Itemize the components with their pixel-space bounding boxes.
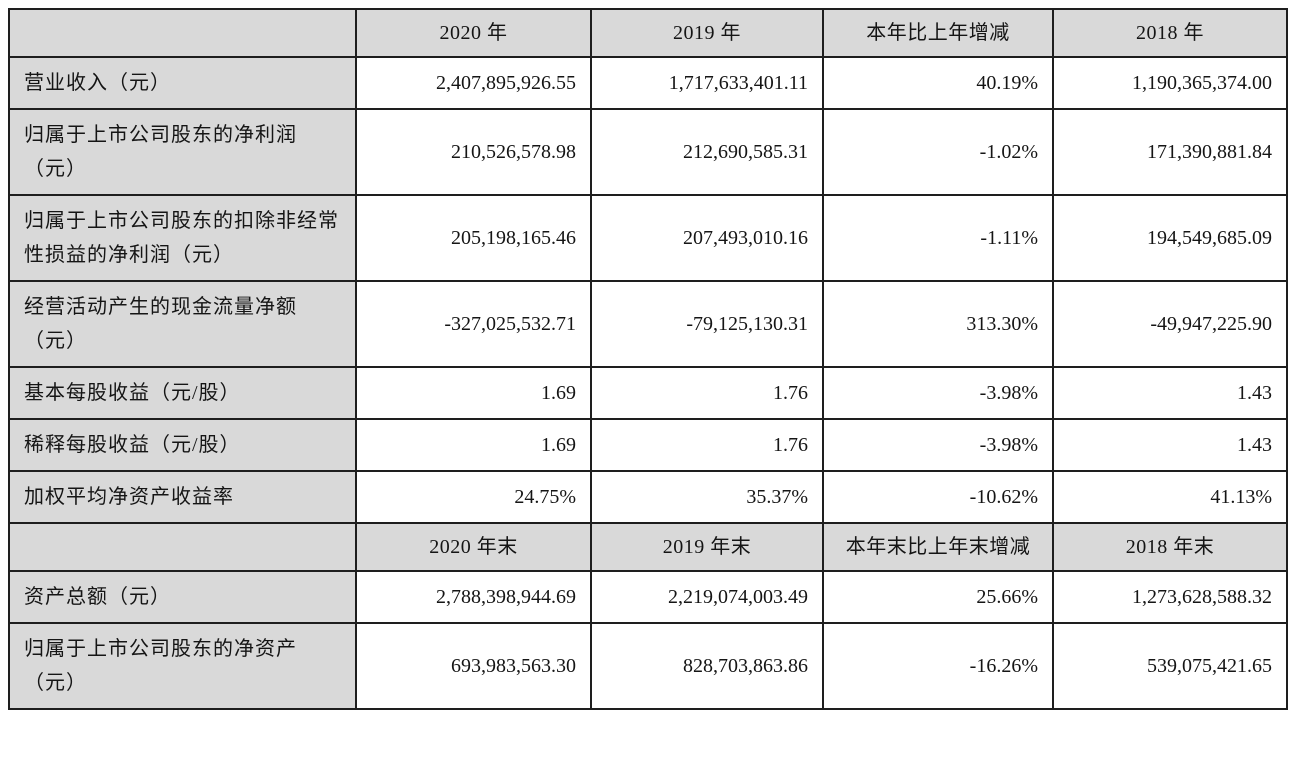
- table-cell: 41.13%: [1052, 470, 1288, 524]
- header-yoy-change: 本年比上年增减: [822, 8, 1054, 58]
- row-label-net-profit: 归属于上市公司股东的净利润（元）: [8, 108, 357, 196]
- header-year-end-2019: 2019 年末: [590, 522, 824, 572]
- table-cell: 828,703,863.86: [590, 622, 824, 710]
- table-cell: 1,273,628,588.32: [1052, 570, 1288, 624]
- header-year-2019: 2019 年: [590, 8, 824, 58]
- table-cell: 313.30%: [822, 280, 1054, 368]
- table-row-diluted-eps: 稀释每股收益（元/股） 1.69 1.76 -3.98% 1.43: [8, 418, 1288, 472]
- header-year-2020: 2020 年: [355, 8, 592, 58]
- header-year-end-2020: 2020 年末: [355, 522, 592, 572]
- row-label-basic-eps: 基本每股收益（元/股）: [8, 366, 357, 420]
- table-cell: 1.43: [1052, 418, 1288, 472]
- table-row-net-profit-excl-nonrecurring: 归属于上市公司股东的扣除非经常性损益的净利润（元） 205,198,165.46…: [8, 194, 1288, 282]
- row-label-diluted-eps: 稀释每股收益（元/股）: [8, 418, 357, 472]
- table-row-operating-cash-flow: 经营活动产生的现金流量净额（元） -327,025,532.71 -79,125…: [8, 280, 1288, 368]
- table-header-row-annual: 2020 年 2019 年 本年比上年增减 2018 年: [8, 8, 1288, 58]
- header-empty: [8, 8, 357, 58]
- row-label-revenue: 营业收入（元）: [8, 56, 357, 110]
- table-cell: 212,690,585.31: [590, 108, 824, 196]
- header-year-end-change: 本年末比上年末增减: [822, 522, 1054, 572]
- header-empty: [8, 522, 357, 572]
- row-label-net-profit-excl-nonrecurring: 归属于上市公司股东的扣除非经常性损益的净利润（元）: [8, 194, 357, 282]
- table-cell: -3.98%: [822, 366, 1054, 420]
- table-cell: 2,788,398,944.69: [355, 570, 592, 624]
- table-cell: 1,717,633,401.11: [590, 56, 824, 110]
- table-cell: 1.43: [1052, 366, 1288, 420]
- table-cell: -49,947,225.90: [1052, 280, 1288, 368]
- table-cell: 1.69: [355, 366, 592, 420]
- row-label-net-assets: 归属于上市公司股东的净资产（元）: [8, 622, 357, 710]
- table-cell: 1.76: [590, 418, 824, 472]
- table-cell: 207,493,010.16: [590, 194, 824, 282]
- table-cell: 25.66%: [822, 570, 1054, 624]
- table-cell: 205,198,165.46: [355, 194, 592, 282]
- row-label-operating-cash-flow: 经营活动产生的现金流量净额（元）: [8, 280, 357, 368]
- table-cell: 539,075,421.65: [1052, 622, 1288, 710]
- table-row-total-assets: 资产总额（元） 2,788,398,944.69 2,219,074,003.4…: [8, 570, 1288, 624]
- table-cell: -10.62%: [822, 470, 1054, 524]
- table-row-basic-eps: 基本每股收益（元/股） 1.69 1.76 -3.98% 1.43: [8, 366, 1288, 420]
- table-cell: 1,190,365,374.00: [1052, 56, 1288, 110]
- table-cell: -1.02%: [822, 108, 1054, 196]
- table-header-row-year-end: 2020 年末 2019 年末 本年末比上年末增减 2018 年末: [8, 522, 1288, 572]
- table-cell: 693,983,563.30: [355, 622, 592, 710]
- table-cell: -327,025,532.71: [355, 280, 592, 368]
- table-row-net-assets: 归属于上市公司股东的净资产（元） 693,983,563.30 828,703,…: [8, 622, 1288, 710]
- table-cell: 35.37%: [590, 470, 824, 524]
- table-cell: 1.69: [355, 418, 592, 472]
- table-cell: 194,549,685.09: [1052, 194, 1288, 282]
- table-row-net-profit: 归属于上市公司股东的净利润（元） 210,526,578.98 212,690,…: [8, 108, 1288, 196]
- table-cell: 2,407,895,926.55: [355, 56, 592, 110]
- table-row-weighted-avg-roe: 加权平均净资产收益率 24.75% 35.37% -10.62% 41.13%: [8, 470, 1288, 524]
- table-cell: -79,125,130.31: [590, 280, 824, 368]
- financial-summary-table: 2020 年 2019 年 本年比上年增减 2018 年 营业收入（元） 2,4…: [8, 8, 1288, 710]
- header-year-end-2018: 2018 年末: [1052, 522, 1288, 572]
- table-cell: 40.19%: [822, 56, 1054, 110]
- row-label-weighted-avg-roe: 加权平均净资产收益率: [8, 470, 357, 524]
- table-cell: -3.98%: [822, 418, 1054, 472]
- row-label-total-assets: 资产总额（元）: [8, 570, 357, 624]
- table-cell: 1.76: [590, 366, 824, 420]
- table-cell: 171,390,881.84: [1052, 108, 1288, 196]
- table-cell: 24.75%: [355, 470, 592, 524]
- table-cell: 210,526,578.98: [355, 108, 592, 196]
- table-row-revenue: 营业收入（元） 2,407,895,926.55 1,717,633,401.1…: [8, 56, 1288, 110]
- header-year-2018: 2018 年: [1052, 8, 1288, 58]
- table-cell: -1.11%: [822, 194, 1054, 282]
- table-cell: 2,219,074,003.49: [590, 570, 824, 624]
- table-cell: -16.26%: [822, 622, 1054, 710]
